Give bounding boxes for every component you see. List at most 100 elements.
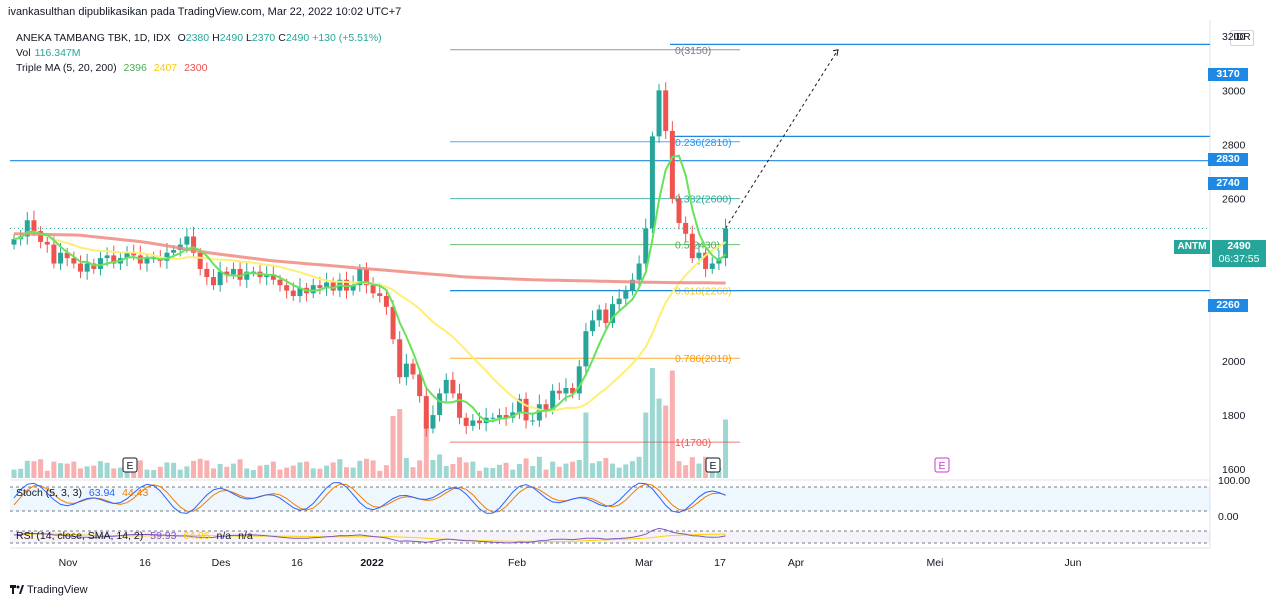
volume-bar	[590, 463, 596, 478]
ma-legend[interactable]: Triple MA (5, 20, 200) 2396 2407 2300	[16, 62, 208, 74]
candle-body	[649, 136, 655, 229]
volume-bar	[284, 467, 290, 478]
candle-body	[350, 285, 356, 291]
ma20-value: 2407	[153, 62, 178, 74]
candle-body	[84, 263, 90, 272]
volume-bar	[137, 460, 143, 478]
candle-body	[370, 285, 376, 294]
volume-bar	[197, 458, 203, 478]
candle-body	[563, 388, 569, 394]
volume-bar	[410, 467, 416, 478]
volume-bar	[51, 461, 57, 478]
volume-bar	[97, 461, 103, 478]
candle-body	[58, 252, 64, 264]
candle-body	[643, 228, 649, 264]
candle-body	[24, 220, 30, 237]
volume-legend[interactable]: Vol 116.347M	[16, 47, 81, 59]
volume-bar	[503, 462, 509, 478]
volume-bar	[230, 463, 236, 478]
candle-body	[377, 293, 383, 296]
volume-bar	[417, 460, 423, 478]
volume-bar	[31, 461, 37, 478]
volume-bar	[164, 462, 170, 478]
candle-body	[463, 417, 469, 426]
volume-bar	[144, 469, 150, 478]
candle-body	[470, 420, 476, 426]
candle-body	[184, 236, 190, 245]
event-marker-e2-box	[705, 457, 721, 473]
price-tick-label: 2600	[1222, 194, 1246, 206]
volume-bar	[357, 460, 363, 478]
volume-bar	[563, 463, 569, 478]
candle-body	[443, 379, 449, 394]
volume-bar	[576, 460, 582, 478]
candle-body	[71, 258, 77, 264]
candle-body	[237, 268, 243, 280]
candle-body	[330, 282, 336, 291]
candle-body	[250, 271, 256, 273]
symbol-badge-ticker: ANTM	[1174, 240, 1210, 254]
volume-bar	[570, 461, 576, 478]
volume-bar	[350, 467, 356, 478]
candle-body	[576, 366, 582, 394]
candle-body	[496, 415, 502, 418]
candle-body	[490, 417, 496, 419]
candle-body	[290, 290, 296, 296]
volume-bar	[523, 458, 529, 478]
volume-bar	[583, 412, 589, 478]
price-label-2260: 2260	[1208, 299, 1248, 312]
symbol-legend[interactable]: ANEKA TAMBANG TBK, 1D, IDX O2380 H2490 L23…	[16, 32, 390, 44]
volume-value: 116.347M	[34, 47, 81, 59]
volume-bar	[257, 465, 263, 478]
candle-body	[437, 393, 443, 416]
candle-body	[230, 268, 236, 275]
volume-bar	[457, 457, 463, 478]
candle-body	[696, 252, 702, 259]
candle-body	[211, 277, 216, 286]
candle-body	[703, 252, 709, 269]
event-marker-e2: E	[709, 460, 716, 472]
volume-bar	[470, 461, 476, 478]
volume-bar	[370, 460, 376, 478]
candle-body	[477, 420, 482, 424]
fib-level-label: 0.5(2430)	[675, 240, 720, 252]
footer-brand[interactable]: TradingView	[10, 584, 88, 596]
candle-body	[224, 271, 230, 275]
time-tick-label: Nov	[59, 557, 78, 569]
projection-arrow-line	[725, 49, 839, 229]
price-tick-label: 3200	[1222, 31, 1246, 43]
candle-body	[523, 398, 529, 421]
candle-body	[410, 363, 416, 375]
volume-bar	[84, 466, 90, 478]
rsi-band	[10, 531, 1210, 543]
candle-body	[636, 263, 642, 280]
candle-body	[78, 263, 83, 272]
volume-bar	[38, 459, 44, 478]
volume-bar	[383, 465, 389, 478]
volume-bar	[530, 466, 536, 478]
candle-body	[669, 130, 675, 199]
stoch-k-line	[13, 482, 726, 514]
symbol-name: ANEKA TAMBANG TBK, 1D, IDX	[16, 32, 171, 44]
time-tick-label: Apr	[788, 557, 805, 569]
candle-body	[131, 252, 137, 256]
rsi-legend[interactable]: RSI (14, close, SMA, 14, 2) 59.93 64.96 …	[16, 530, 253, 542]
event-marker-e3-box	[934, 457, 950, 473]
volume-bar	[157, 466, 163, 478]
candle-body	[44, 241, 50, 245]
price-label-2830: 2830	[1208, 153, 1248, 166]
candle-body	[390, 306, 396, 340]
volume-bar	[237, 459, 243, 478]
volume-bar	[636, 456, 642, 478]
currency-button[interactable]: IDR	[1230, 30, 1254, 46]
volume-bar	[689, 457, 695, 478]
rsi-line	[13, 527, 726, 544]
volume-bar	[297, 462, 303, 478]
event-marker-e3: E	[938, 460, 945, 472]
time-tick-label: Mar	[635, 557, 654, 569]
stoch-legend[interactable]: Stoch (5, 3, 3) 63.94 44.43	[16, 487, 149, 499]
volume-bar	[78, 468, 83, 478]
stoch-band	[10, 487, 1210, 511]
price-label-2740: 2740	[1208, 177, 1248, 190]
